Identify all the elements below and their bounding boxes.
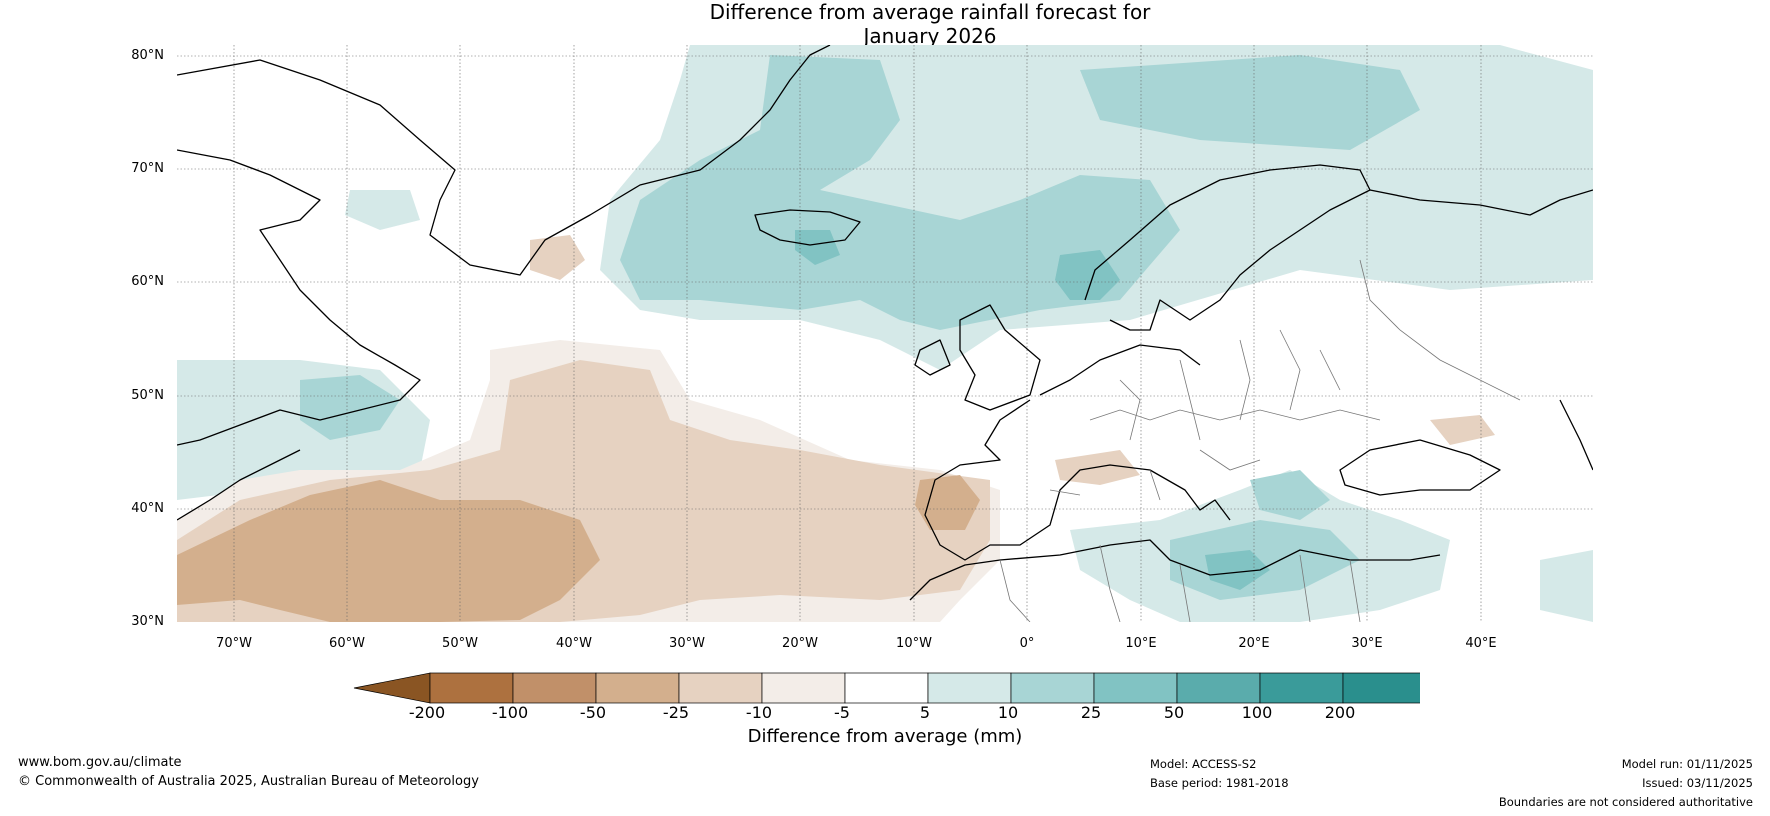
base-period: Base period: 1981-2018 (1150, 776, 1289, 790)
coast-black-sea (1339, 439, 1501, 496)
colorbar-swatch (1093, 672, 1178, 704)
colorbar-swatch (844, 672, 929, 704)
dry-region-black-sea (1430, 415, 1495, 445)
colorbar-tick: 100 (1241, 703, 1273, 722)
chart-title: Difference from average rainfall forecas… (600, 0, 1260, 48)
title-line-2: January 2026 (863, 24, 997, 48)
wet-region-iceland-core (795, 230, 840, 265)
colorbar-swatch (1259, 672, 1344, 704)
model-run-date: Model run: 01/11/2025 (1621, 757, 1753, 771)
coast-kola-russia (1369, 189, 1593, 216)
colorbar-tick: -200 (408, 703, 446, 722)
lon-label-30w: 30°W (669, 636, 705, 651)
coast-british-isles (914, 304, 1041, 411)
colorbar-swatch (1342, 672, 1420, 704)
colorbar-tick: -100 (491, 703, 529, 722)
colorbar-tick: 200 (1324, 703, 1356, 722)
lat-label-40n: 40°N (131, 501, 164, 516)
colorbar-tick: -25 (662, 703, 690, 722)
colorbar-swatch (512, 672, 597, 704)
lon-label-60w: 60°W (329, 636, 365, 651)
website-link[interactable]: www.bom.gov.au/climate (18, 755, 182, 770)
colorbar-tick: 10 (997, 703, 1019, 722)
coast-baffin-labrador (177, 149, 421, 446)
colorbar-arrow-min (353, 672, 431, 704)
wet-region-scandinavia-east (1250, 160, 1593, 280)
wet-region-iceland-norway (620, 55, 1180, 330)
colorbar-tick: 25 (1080, 703, 1102, 722)
lat-label-60n: 60°N (131, 274, 164, 289)
colorbar-tick: -10 (745, 703, 773, 722)
coast-western-europe (924, 344, 1231, 561)
boundary-disclaimer: Boundaries are not considered authoritat… (1498, 795, 1753, 809)
colorbar-swatch (927, 672, 1012, 704)
lat-label-80n: 80°N (131, 48, 164, 63)
lat-label-70n: 70°N (131, 161, 164, 176)
colorbar-swatch (429, 672, 514, 704)
coastlines (177, 45, 1593, 601)
colorbar-tick: 5 (919, 703, 931, 722)
wet-region-newfoundland-core (300, 375, 400, 440)
country-borders (999, 259, 1521, 622)
colorbar-swatch (1010, 672, 1095, 704)
issued-date: Issued: 03/11/2025 (1642, 776, 1753, 790)
colorbar-title: Difference from average (mm) (747, 726, 1023, 747)
wet-anomaly-regions (177, 45, 1593, 622)
colorbar-swatch (1176, 672, 1261, 704)
lon-label-10w: 10°W (896, 636, 932, 651)
rainfall-anomaly-map (177, 45, 1593, 622)
colorbar-swatch (678, 672, 763, 704)
lon-label-40e: 40°E (1465, 636, 1497, 651)
borders-europe (1049, 259, 1521, 501)
dry-region-iberia (915, 475, 980, 530)
lon-label-10e: 10°E (1125, 636, 1157, 651)
lon-label-20w: 20°W (782, 636, 818, 651)
wet-region-labrador (345, 190, 420, 230)
wet-region-caspian (1540, 550, 1593, 622)
coast-scandinavia (1084, 164, 1371, 331)
title-line-1: Difference from average rainfall forecas… (709, 0, 1151, 24)
copyright-text: © Commonwealth of Australia 2025, Austra… (18, 774, 479, 789)
coast-iceland (754, 209, 861, 246)
colorbar-swatch (595, 672, 680, 704)
dry-region-atlantic-core (177, 480, 600, 622)
lon-label-30e: 30°E (1351, 636, 1383, 651)
wet-region-aegean (1250, 470, 1330, 520)
coast-us-east (177, 449, 301, 521)
colorbar-tick: -50 (579, 703, 607, 722)
colorbar-tick: 50 (1163, 703, 1185, 722)
lon-label-40w: 40°W (556, 636, 592, 651)
colorbar (353, 672, 1420, 704)
lon-label-70w: 70°W (216, 636, 252, 651)
lon-label-20e: 20°E (1238, 636, 1270, 651)
lon-label-0: 0° (1019, 636, 1035, 651)
coast-caspian-east (1559, 399, 1593, 471)
colorbar-swatch (761, 672, 846, 704)
colorbar-tick: -5 (834, 703, 850, 722)
lat-label-30n: 30°N (131, 614, 164, 629)
model-name: Model: ACCESS-S2 (1150, 757, 1257, 771)
wet-region-svalbard (1080, 55, 1420, 150)
coast-greenland (177, 45, 831, 276)
dry-region-greenland-south (530, 235, 585, 280)
borders-africa (999, 544, 1361, 622)
coast-africa-north (909, 539, 1441, 601)
lon-label-50w: 50°W (442, 636, 478, 651)
lat-label-50n: 50°N (131, 388, 164, 403)
